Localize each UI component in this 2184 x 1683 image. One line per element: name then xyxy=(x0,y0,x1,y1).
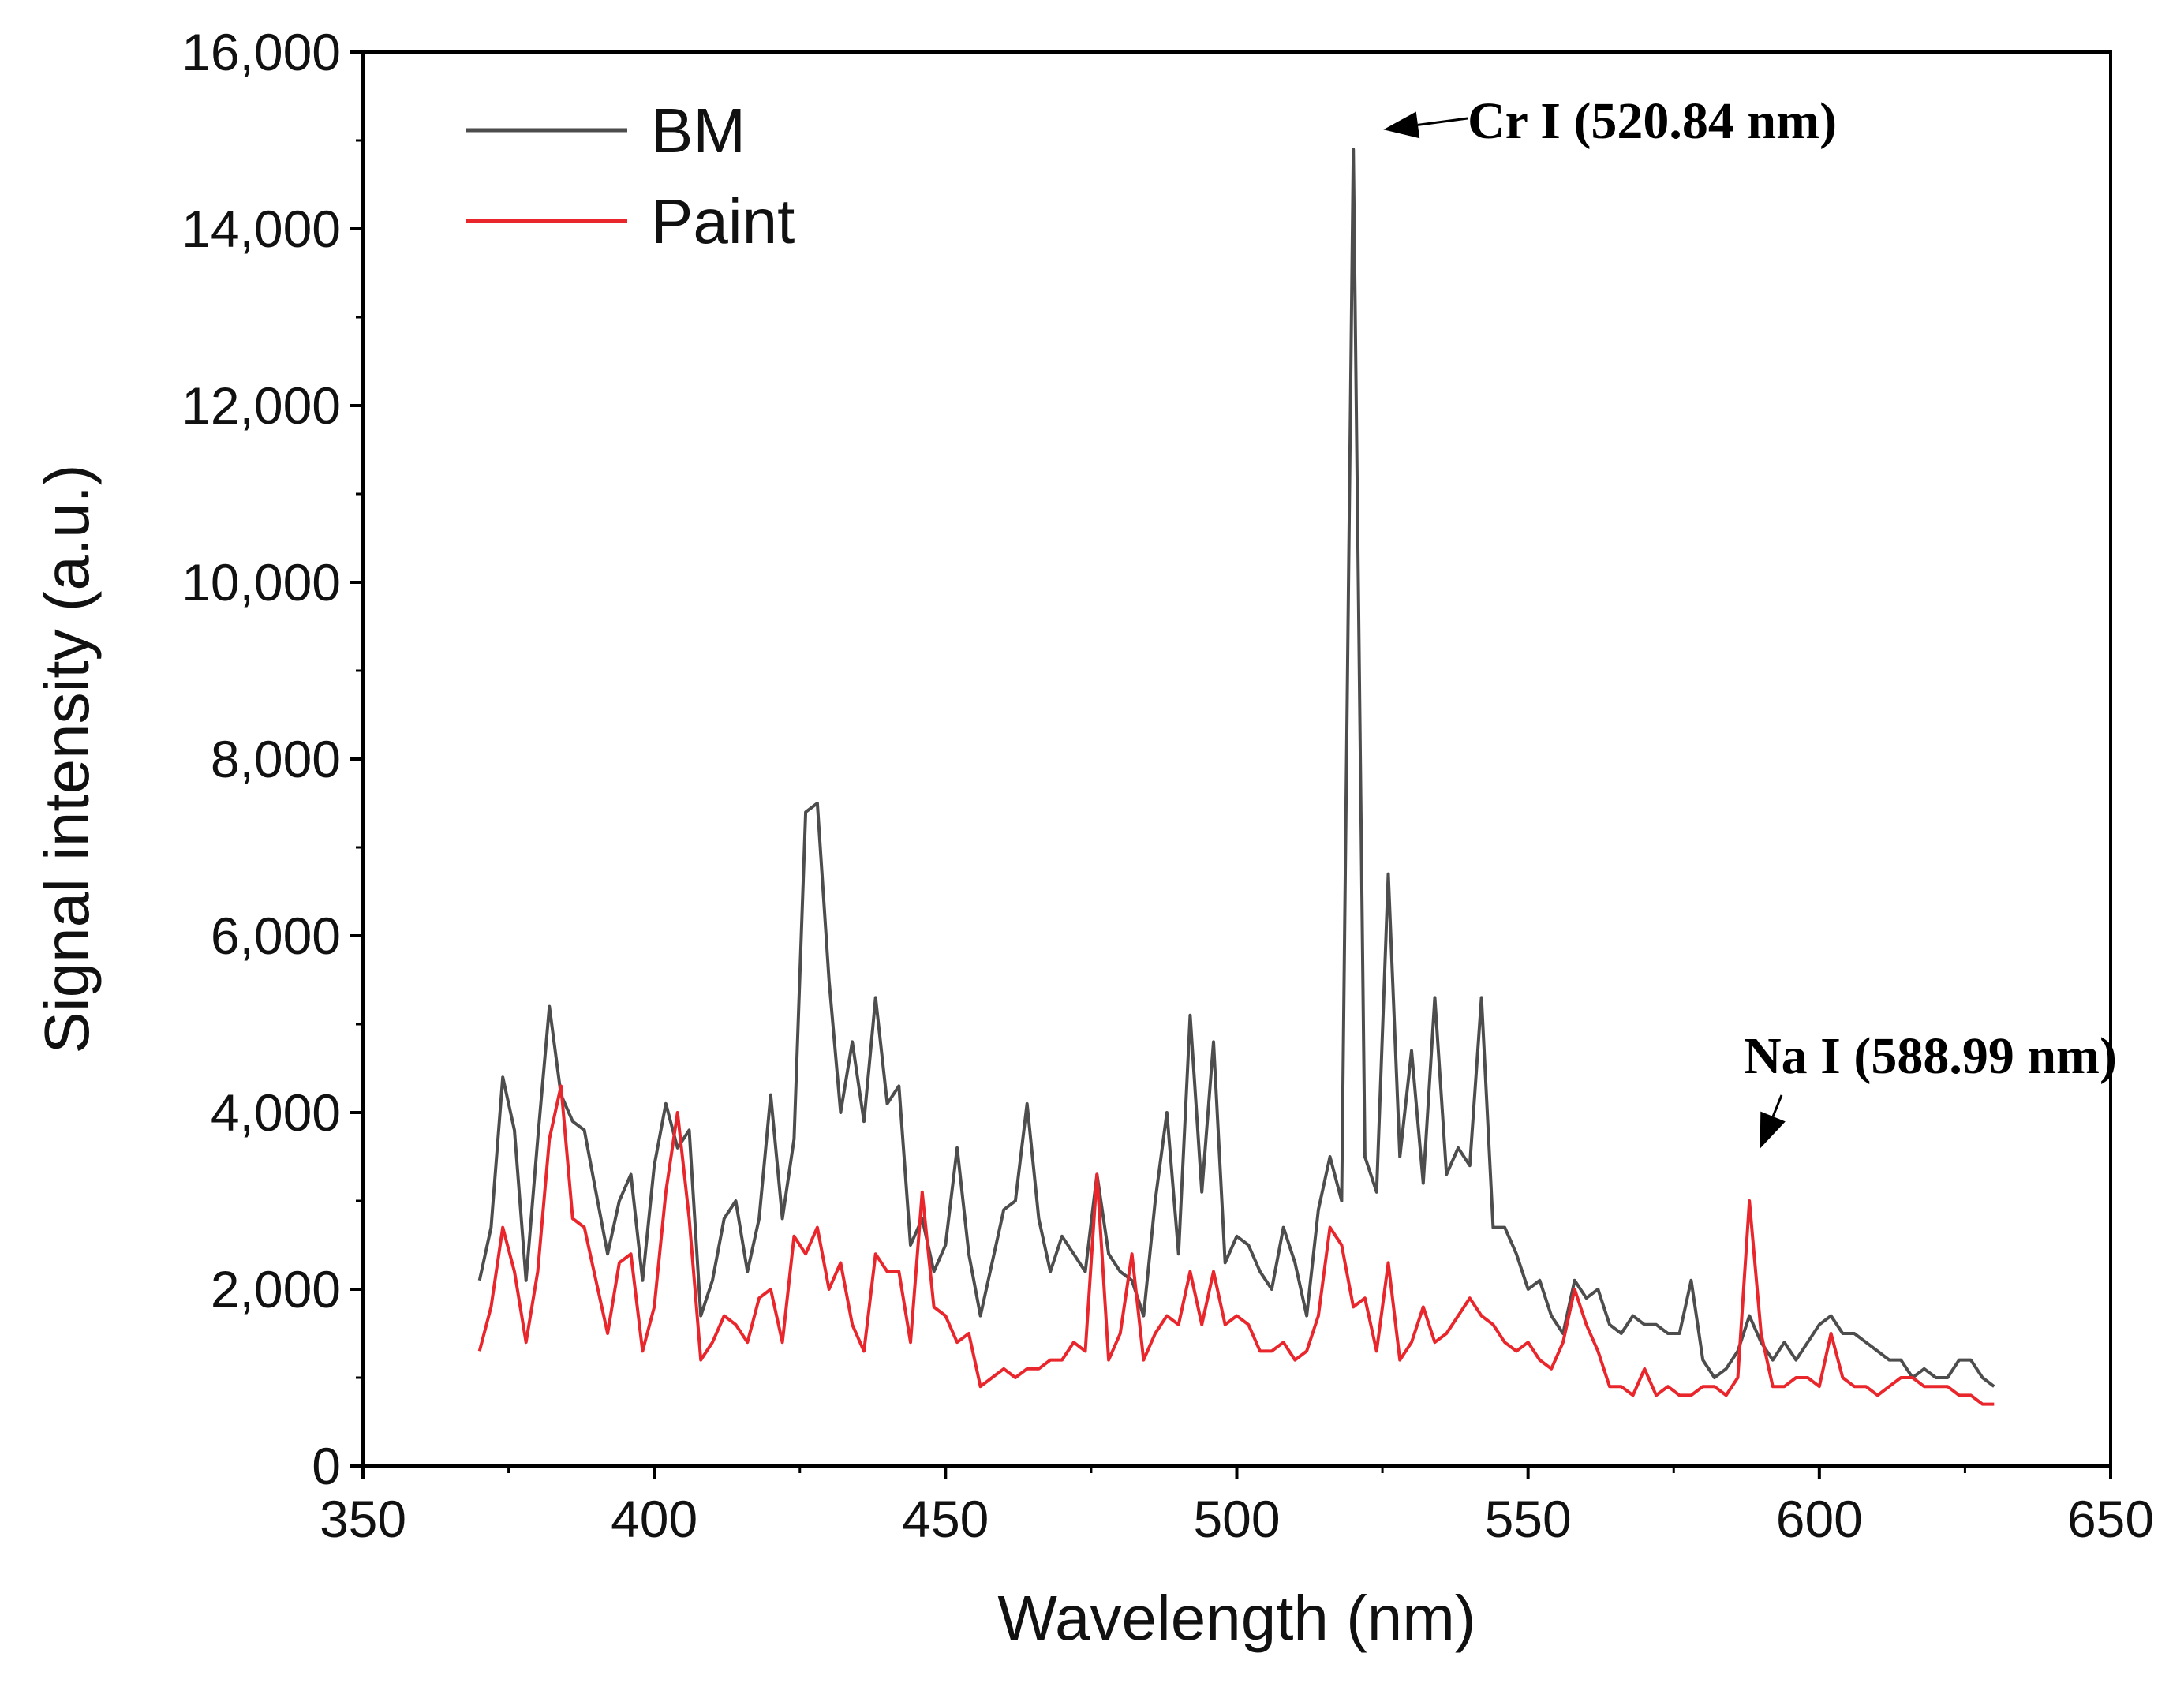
legend-label-paint: Paint xyxy=(651,186,795,256)
y-tick-label: 14,000 xyxy=(181,200,341,258)
x-tick-label: 450 xyxy=(902,1490,989,1548)
plot-area xyxy=(477,148,1995,1406)
y-tick-label: 10,000 xyxy=(181,553,341,611)
plot-frame xyxy=(361,50,2112,1468)
annotation-arrow-head xyxy=(1760,1111,1786,1149)
annotation-arrow-head xyxy=(1383,111,1420,139)
legend-label-bm: BM xyxy=(651,95,746,166)
y-tick-label: 6,000 xyxy=(211,907,341,965)
axis-ticks: 350 400 450 500 550 600 650 0 2,000 4,000 6,000 8,0… xyxy=(181,23,2154,1548)
x-tick-label: 600 xyxy=(1776,1490,1863,1548)
y-tick-label: 4,000 xyxy=(211,1083,341,1142)
x-tick-label: 500 xyxy=(1193,1490,1280,1548)
series-line-paint xyxy=(477,1084,1995,1406)
annotation-arrow-line xyxy=(1417,117,1468,126)
legend: BM Paint xyxy=(466,95,795,256)
x-tick-label: 650 xyxy=(2067,1490,2154,1548)
y-tick-label: 16,000 xyxy=(181,23,341,81)
y-tick-label: 0 xyxy=(312,1437,341,1495)
x-tick-label: 550 xyxy=(1485,1490,1572,1548)
annotation-label: Na I (588.99 nm) xyxy=(1744,1027,2117,1085)
y-tick-label: 8,000 xyxy=(211,730,341,788)
x-tick-label: 350 xyxy=(320,1490,406,1548)
annotation-arrow-line xyxy=(1771,1094,1783,1117)
y-axis-title: Signal intensity (a.u.) xyxy=(32,464,102,1053)
annotation-label: Cr I (520.84 nm) xyxy=(1468,92,1837,150)
x-tick-label: 400 xyxy=(611,1490,697,1548)
y-tick-label: 2,000 xyxy=(211,1260,341,1318)
series-line-bm xyxy=(477,148,1995,1388)
y-tick-label: 12,000 xyxy=(181,376,341,435)
x-axis-title: Wavelength (nm) xyxy=(997,1583,1475,1653)
annotations: Cr I (520.84 nm) Na I (588.99 nm) xyxy=(1383,92,2117,1149)
